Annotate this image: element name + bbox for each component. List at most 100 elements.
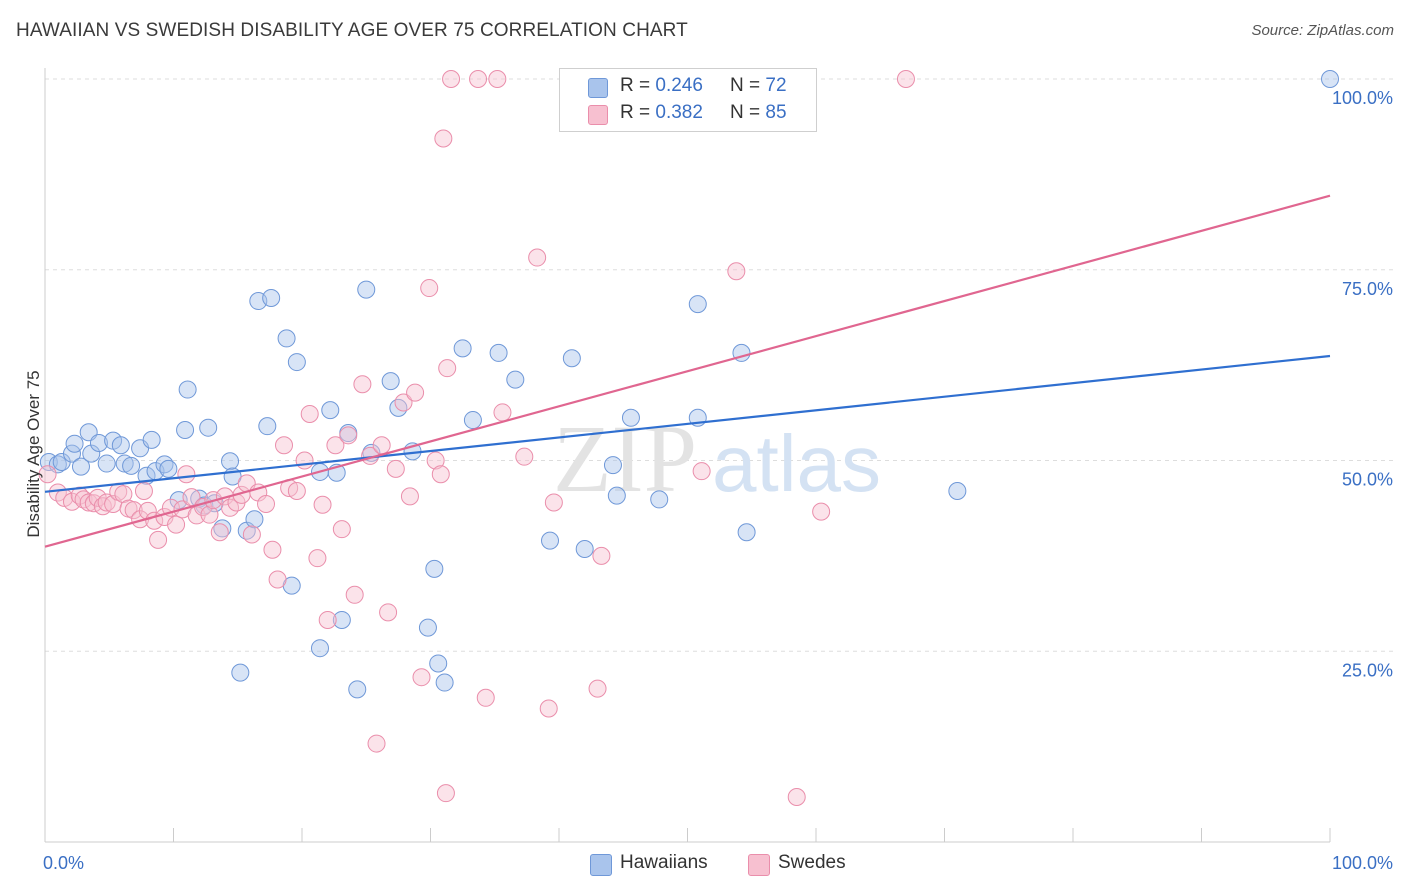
swedes-point [295, 451, 314, 470]
source-credit: Source: ZipAtlas.com [1251, 22, 1394, 39]
hawaiians-point [277, 329, 296, 348]
hawaiians-point [199, 418, 218, 437]
y-tick-label-100: 100.0% [1332, 88, 1393, 108]
swedes-point [367, 734, 386, 753]
swedes-point [812, 502, 831, 521]
hawaiians-point [453, 339, 472, 358]
hawaiians-point [621, 408, 640, 427]
legend-label-swedes: Swedes [778, 852, 846, 873]
hawaiians-point [221, 452, 240, 471]
hawaiians-point [737, 523, 756, 542]
swedes-point [353, 375, 372, 394]
swedes-point [88, 488, 107, 507]
swedes-point [287, 482, 306, 501]
hawaiians-point [389, 398, 408, 417]
y-tick-label-50: 50.0% [1342, 470, 1393, 490]
hawaiians-point [231, 663, 250, 682]
swedes-point [372, 436, 391, 455]
hawaiians-point [111, 436, 130, 455]
hawaiians-point [65, 434, 84, 453]
swedes-point [79, 493, 98, 512]
hawaiians-point [607, 486, 626, 505]
trend-lines [44, 194, 1331, 548]
watermark: ZIP atlas [553, 405, 881, 512]
hawaiians-point [262, 288, 281, 307]
hawaiians-point [159, 459, 178, 478]
legend-row-swedes: R = 0.382 N = 85 [560, 102, 816, 128]
hawaiians-point [603, 456, 622, 475]
swedes-point [469, 70, 488, 88]
swedes-point [431, 465, 450, 484]
swedes-point [442, 70, 461, 88]
swedes-point [114, 485, 133, 504]
swedes-point [727, 262, 746, 281]
swedes-point [167, 515, 186, 534]
swedes-point [592, 546, 611, 565]
hawaiians-point [245, 510, 264, 529]
legend-swatch-swedes [588, 105, 608, 125]
hawaiians-point [948, 482, 967, 501]
swedes-point [896, 70, 915, 88]
swedes-point [476, 688, 495, 707]
hawaiians-point [463, 411, 482, 430]
y-axis-label: Disability Age Over 75 [24, 370, 43, 538]
legend-n-value-hawaiians: 72 [765, 75, 787, 96]
legend-label-hawaiians: Hawaiians [620, 852, 708, 873]
swedes-point [200, 505, 219, 524]
axes [44, 68, 1331, 843]
swedes-trend-line [44, 194, 1331, 548]
swedes-point [438, 359, 457, 378]
swedes-point [386, 459, 405, 478]
swedes-point [400, 487, 419, 506]
swedes-point [38, 465, 57, 484]
hawaiians-trend-line [44, 354, 1331, 493]
swedes-point [339, 426, 358, 445]
swedes-point [379, 603, 398, 622]
hawaiians-points [39, 70, 1339, 699]
swedes-point [210, 523, 229, 542]
swedes-point [420, 279, 439, 298]
hawaiians-point [71, 457, 90, 476]
swedes-point [124, 501, 143, 520]
swedes-point [149, 530, 168, 549]
swedes-point [177, 465, 196, 484]
legend-swatch-hawaiians [588, 78, 608, 98]
watermark-atlas: atlas [712, 419, 881, 508]
hawaiians-point [562, 349, 581, 368]
x-tick-label-max: 100.0% [1332, 853, 1393, 873]
hawaiians-point [429, 654, 448, 673]
hawaiians-point [97, 454, 116, 473]
hawaiians-point [82, 444, 101, 463]
swedes-point [544, 493, 563, 512]
swedes-point [332, 520, 351, 539]
legend-n-label: N = [730, 75, 761, 96]
hawaiians-point [122, 456, 141, 475]
hawaiians-point [310, 639, 329, 658]
swedes-point [300, 404, 319, 423]
swedes-point [434, 129, 453, 148]
grid-lines [45, 78, 1395, 652]
swedes-point [588, 679, 607, 698]
stats-legend: R = 0.246 N = 72 R = 0.382 N = 85 [559, 68, 817, 132]
hawaiians-point [1321, 70, 1339, 88]
legend-r-label: R = [620, 75, 651, 96]
hawaiians-point [357, 280, 376, 299]
legend-n-value-swedes: 85 [765, 102, 787, 123]
swedes-point [275, 436, 294, 455]
swedes-point [242, 525, 261, 544]
y-tick-label-75: 75.0% [1342, 279, 1393, 299]
legend-r-value-swedes: 0.382 [655, 102, 703, 123]
swedes-point [308, 549, 327, 568]
swedes-point [692, 462, 711, 481]
hawaiians-point [321, 401, 340, 420]
swedes-point [345, 585, 364, 604]
legend-r-label: R = [620, 102, 651, 123]
hawaiians-point [650, 490, 669, 509]
swedes-point [318, 610, 337, 629]
hawaiians-point [575, 540, 594, 559]
hawaiians-point [688, 295, 707, 314]
legend-swatch-swedes [748, 854, 770, 876]
hawaiians-point [425, 559, 444, 578]
swedes-point [134, 482, 153, 501]
swedes-point [488, 70, 507, 88]
